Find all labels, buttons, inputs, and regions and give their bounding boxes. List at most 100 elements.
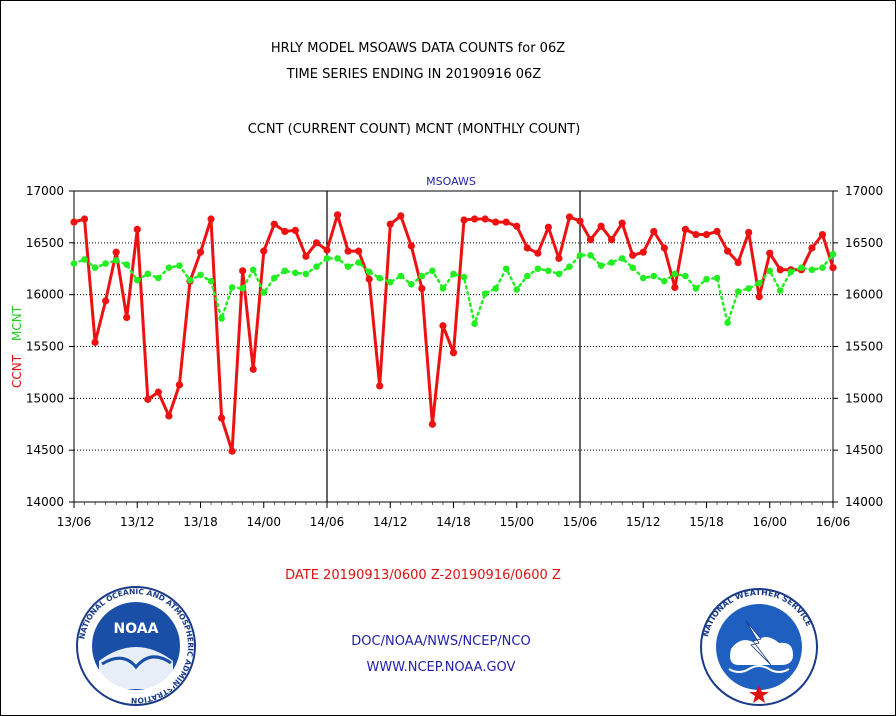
- data-point-mcnt: [471, 320, 478, 327]
- data-point-mcnt: [650, 272, 658, 280]
- data-point-mcnt: [629, 264, 637, 272]
- data-point-ccnt: [154, 388, 162, 396]
- data-point-mcnt: [566, 263, 573, 270]
- data-point-mcnt: [555, 270, 563, 278]
- data-point-mcnt: [355, 259, 362, 266]
- data-point-mcnt: [576, 251, 584, 259]
- data-point-ccnt: [481, 215, 489, 223]
- data-point-ccnt: [260, 247, 268, 255]
- data-point-mcnt: [344, 263, 352, 270]
- data-point-ccnt: [470, 215, 479, 223]
- y-tick-label-left: 15000: [26, 391, 64, 405]
- data-point-ccnt: [165, 412, 173, 420]
- x-tick-label: 14/00: [246, 515, 281, 529]
- y-tick-label-right: 17000: [845, 184, 883, 198]
- data-point-mcnt: [112, 257, 120, 264]
- data-point-ccnt: [660, 244, 668, 252]
- data-point-ccnt: [766, 249, 774, 257]
- data-point-mcnt: [260, 289, 268, 296]
- data-point-mcnt: [776, 287, 784, 294]
- x-tick-label: 13/12: [120, 515, 155, 529]
- data-point-mcnt: [523, 272, 531, 280]
- data-point-ccnt: [502, 218, 510, 226]
- y-tick-label-right: 14500: [845, 443, 883, 457]
- x-tick-label: 13/18: [183, 515, 218, 529]
- data-point-mcnt: [249, 266, 257, 274]
- x-tick-label: 14/06: [310, 515, 345, 529]
- data-point-mcnt: [692, 285, 700, 292]
- data-point-mcnt: [513, 286, 521, 293]
- data-point-mcnt: [481, 290, 489, 297]
- data-point-mcnt: [755, 279, 763, 287]
- data-point-ccnt: [702, 230, 711, 239]
- data-point-mcnt: [302, 270, 310, 278]
- data-point-mcnt: [597, 262, 605, 269]
- data-point-mcnt: [745, 285, 752, 292]
- data-point-mcnt: [376, 274, 384, 282]
- data-point-ccnt: [102, 297, 110, 305]
- series-layer: [70, 211, 837, 455]
- tick-layer: 14000 14000 14500 14500 15000 15000 15500 15500…: [26, 184, 883, 529]
- data-point-ccnt: [175, 381, 184, 389]
- data-point-ccnt: [418, 284, 426, 293]
- data-point-mcnt: [81, 256, 88, 263]
- x-tick-label: 15/12: [626, 515, 661, 529]
- y-tick-label-left: 16500: [26, 236, 64, 250]
- data-point-ccnt: [112, 248, 120, 256]
- data-point-mcnt: [829, 250, 837, 258]
- data-point-ccnt: [302, 252, 310, 260]
- data-point-ccnt: [713, 227, 721, 236]
- data-point-mcnt: [450, 270, 457, 278]
- data-point-mcnt: [734, 288, 742, 295]
- data-point-ccnt: [629, 251, 637, 259]
- data-point-ccnt: [133, 225, 141, 233]
- data-point-ccnt: [397, 212, 405, 220]
- data-point-mcnt: [661, 277, 668, 285]
- data-point-ccnt: [217, 414, 226, 422]
- data-point-mcnt: [618, 255, 626, 262]
- data-point-ccnt: [723, 247, 732, 255]
- data-point-ccnt: [144, 395, 152, 403]
- data-point-mcnt: [713, 274, 721, 282]
- y-axis-label-ccnt: CCNT: [10, 354, 24, 388]
- data-point-ccnt: [808, 244, 816, 252]
- data-point-ccnt: [534, 249, 542, 257]
- data-point-ccnt: [555, 254, 563, 262]
- data-point-ccnt: [449, 349, 458, 357]
- y-tick-label-right: 16500: [845, 236, 883, 250]
- data-point-ccnt: [745, 228, 753, 237]
- data-point-mcnt: [91, 264, 99, 272]
- x-tick-label: 16/06: [816, 515, 851, 529]
- data-point-mcnt: [228, 284, 236, 291]
- url-link[interactable]: WWW.NCEP.NOAA.GOV: [367, 660, 516, 675]
- data-point-ccnt: [439, 322, 447, 330]
- chart-subtitle: CCNT (CURRENT COUNT) MCNT (MONTHLY COUNT…: [248, 122, 581, 137]
- data-point-ccnt: [513, 222, 521, 230]
- data-point-mcnt: [460, 273, 468, 281]
- data-point-ccnt: [80, 215, 89, 223]
- data-point-ccnt: [196, 248, 205, 256]
- data-point-mcnt: [176, 262, 183, 269]
- data-point-ccnt: [291, 226, 299, 234]
- data-point-mcnt: [281, 267, 289, 275]
- y-axis-label-mcnt: MCNT: [10, 305, 24, 341]
- data-point-mcnt: [819, 264, 826, 272]
- data-point-mcnt: [292, 269, 299, 277]
- data-point-mcnt: [703, 275, 710, 283]
- y-tick-label-left: 14000: [26, 495, 64, 509]
- noaa-logo: NATIONAL OCEANIC AND ATMOSPHERIC ADMINIS…: [76, 586, 196, 706]
- data-point-mcnt: [418, 272, 426, 280]
- y-tick-label-left: 17000: [26, 184, 64, 198]
- data-point-mcnt: [408, 281, 415, 288]
- data-point-ccnt: [386, 220, 394, 228]
- data-point-mcnt: [502, 265, 510, 273]
- data-point-mcnt: [207, 277, 215, 285]
- data-point-ccnt: [365, 275, 373, 283]
- data-point-ccnt: [281, 227, 289, 236]
- data-point-mcnt: [587, 251, 594, 259]
- data-point-mcnt: [197, 271, 204, 279]
- x-tick-label: 13/06: [57, 515, 92, 529]
- data-point-mcnt: [218, 315, 225, 322]
